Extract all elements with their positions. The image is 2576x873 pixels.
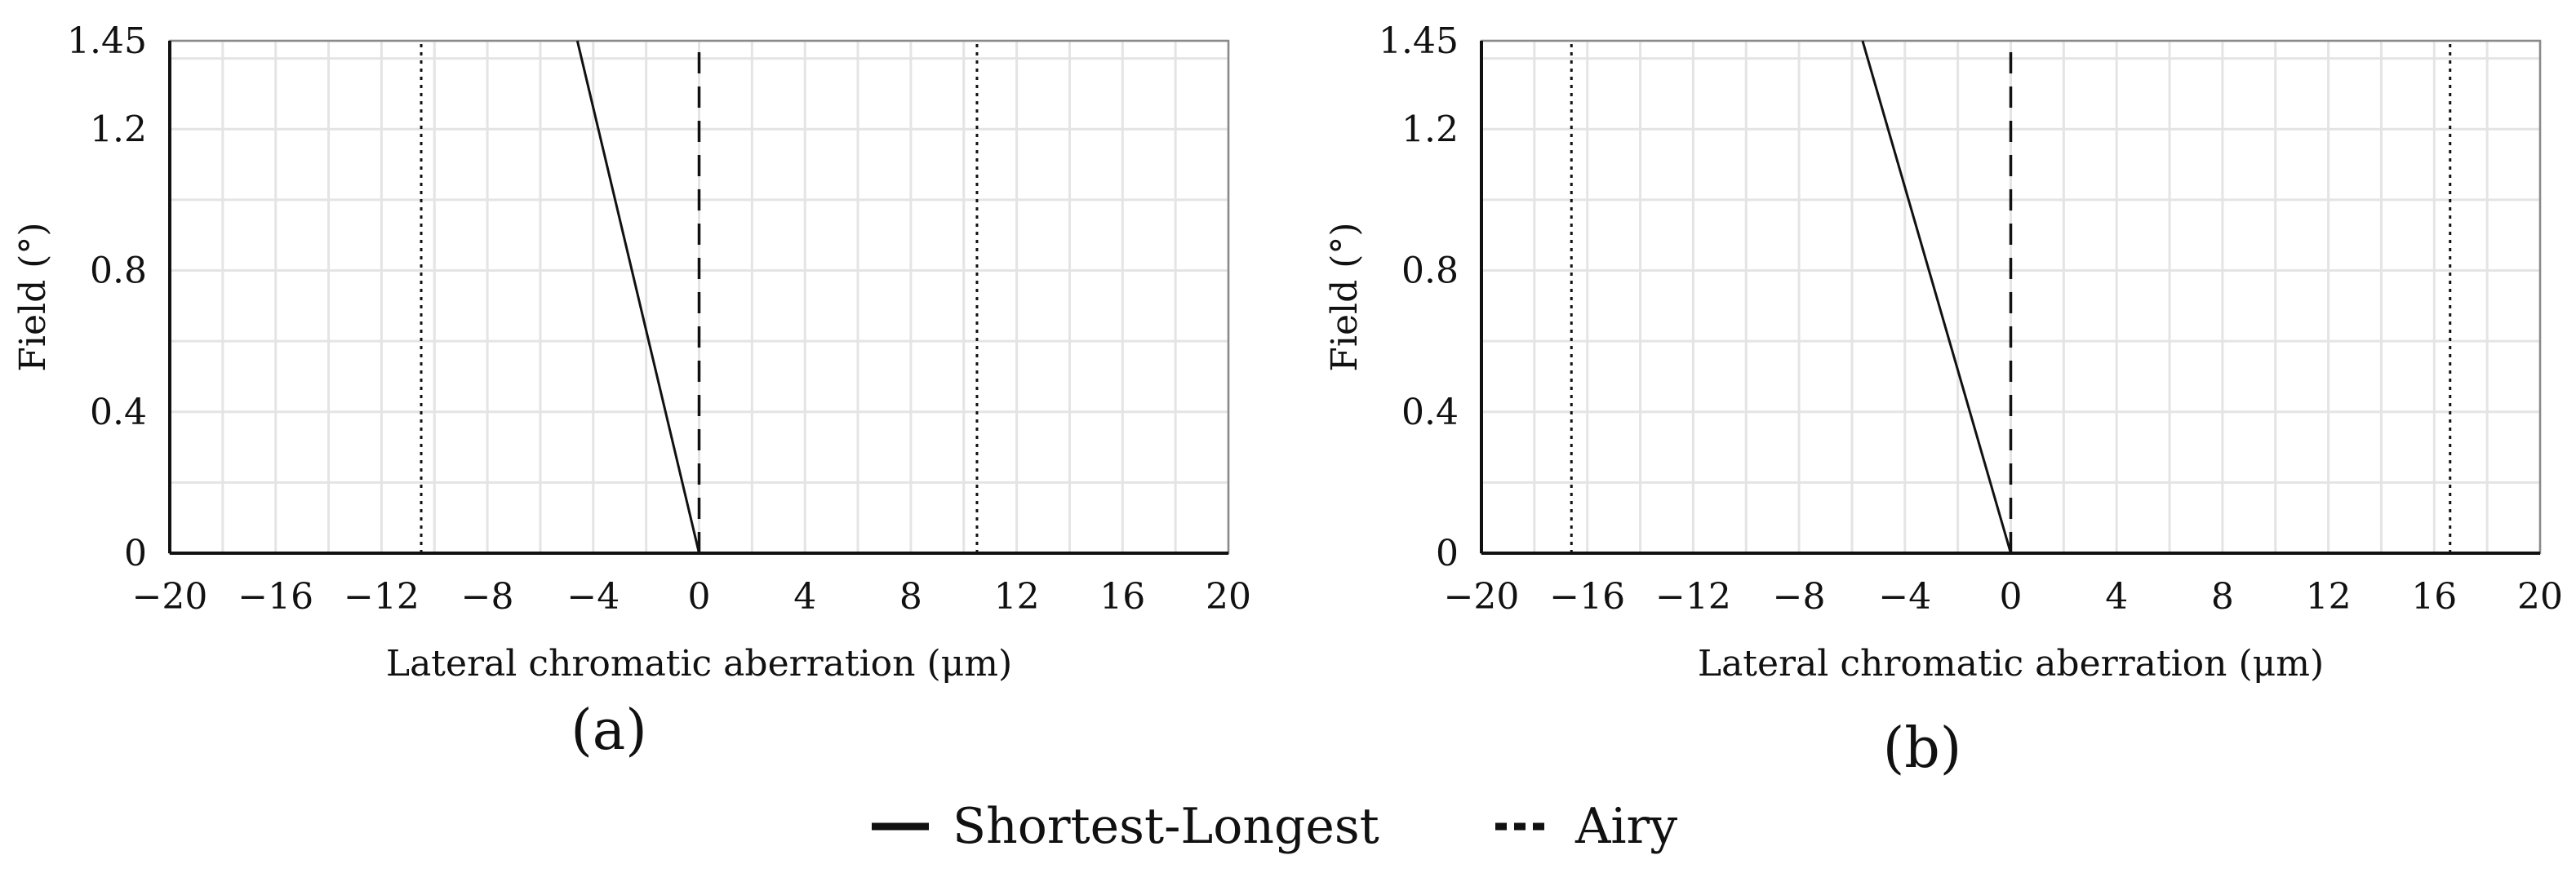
x-tick-label: 20 [1206, 576, 1251, 618]
x-tick-label: −16 [1549, 576, 1625, 618]
y-tick-label: 0 [1436, 533, 1459, 574]
y-tick-label: 1.45 [1379, 20, 1459, 62]
y-tick-label: 0.8 [90, 250, 147, 292]
shortest-longest-line [575, 40, 700, 554]
x-tick-label: 4 [2105, 576, 2128, 618]
y-axis-title: Field (°) [1324, 222, 1366, 371]
y-tick-label: 0.4 [90, 392, 147, 433]
x-tick-label: 8 [2211, 576, 2234, 618]
x-tick-label: 4 [793, 576, 816, 618]
y-tick-label: 1.2 [90, 109, 147, 150]
legend: Shortest-Longest Airy [872, 798, 1677, 855]
chart-panel-a: −20 −16 −12 −8 −4 0 4 8 12 16 20 0 0.4 0.8 1.2 1.45 Late… [12, 20, 1251, 763]
x-tick-label: −8 [461, 576, 514, 618]
x-tick-label: 12 [994, 576, 1040, 618]
y-tick-label: 0.8 [1401, 250, 1459, 292]
panel-label: (b) [1883, 716, 1962, 781]
x-tick-label: −12 [344, 576, 420, 618]
x-tick-label: −4 [1878, 576, 1931, 618]
x-tick-label: −20 [1444, 576, 1520, 618]
y-tick-label: 1.45 [67, 20, 147, 62]
shortest-longest-line [1861, 40, 2012, 554]
x-tick-label: 16 [2411, 576, 2457, 618]
x-axis-title: Lateral chromatic aberration (μm) [1698, 643, 2324, 685]
x-tick-label: 20 [2517, 576, 2563, 618]
x-axis-title: Lateral chromatic aberration (μm) [386, 643, 1012, 685]
legend-label-airy: Airy [1574, 798, 1677, 855]
panel-label: (a) [571, 698, 647, 763]
x-tick-label: 0 [2000, 576, 2023, 618]
y-tick-label: 0 [124, 533, 147, 574]
legend-label-shortest-longest: Shortest-Longest [953, 798, 1379, 855]
x-tick-label: 12 [2306, 576, 2352, 618]
x-tick-label: 8 [899, 576, 922, 618]
x-tick-label: −8 [1773, 576, 1826, 618]
x-tick-label: −12 [1655, 576, 1731, 618]
x-tick-label: 0 [688, 576, 711, 618]
x-tick-label: 16 [1099, 576, 1145, 618]
x-tick-label: −16 [238, 576, 313, 618]
y-tick-label: 0.4 [1401, 392, 1459, 433]
y-tick-label: 1.2 [1401, 109, 1459, 150]
x-tick-label: −4 [566, 576, 620, 618]
chart-panel-b: −20 −16 −12 −8 −4 0 4 8 12 16 20 0 0.4 0.8 1.2 1.45 Late… [1324, 20, 2563, 781]
x-tick-label: −20 [132, 576, 208, 618]
y-axis-title: Field (°) [12, 222, 54, 371]
